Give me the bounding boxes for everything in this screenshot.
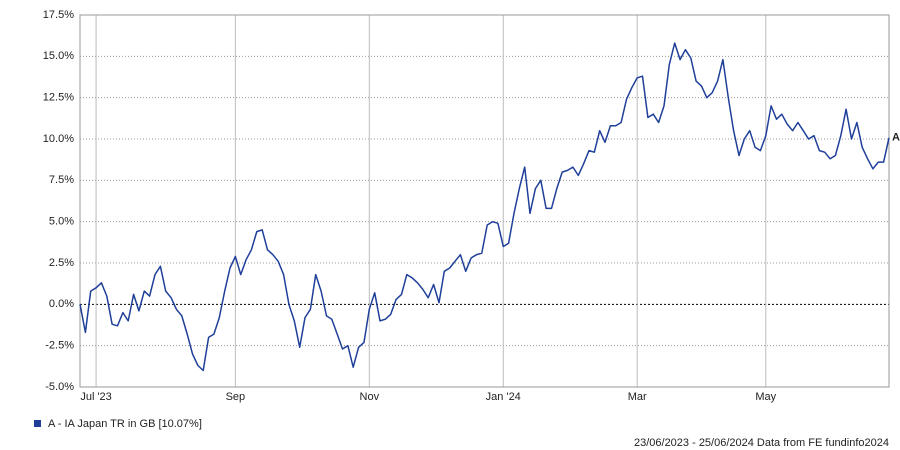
y-tick-label: 15.0%: [43, 50, 74, 62]
x-tick-label: Jan '24: [486, 391, 521, 403]
plot-border: [79, 14, 890, 388]
end-annotation: A: [892, 132, 900, 144]
legend-swatch: [34, 420, 41, 427]
y-tick-label: -2.5%: [45, 340, 74, 352]
y-tick-label: 12.5%: [43, 92, 74, 104]
footer: 23/06/2023 - 25/06/2024 Data from FE fun…: [634, 437, 889, 449]
y-tick-label: -5.0%: [45, 381, 74, 393]
x-tick-label: Nov: [360, 391, 380, 403]
x-tick-label: May: [755, 391, 776, 403]
x-tick-label: Sep: [226, 391, 246, 403]
y-tick-label: 5.0%: [49, 216, 74, 228]
y-tick-label: 10.0%: [43, 133, 74, 145]
x-tick-label: Jul '23: [80, 391, 111, 403]
legend-label: A - IA Japan TR in GB [10.07%]: [48, 418, 202, 430]
y-tick-label: 17.5%: [43, 9, 74, 21]
y-tick-label: 0.0%: [49, 298, 74, 310]
y-tick-label: 7.5%: [49, 174, 74, 186]
series-line: [79, 42, 890, 372]
x-tick-label: Mar: [628, 391, 647, 403]
y-tick-label: 2.5%: [49, 257, 74, 269]
